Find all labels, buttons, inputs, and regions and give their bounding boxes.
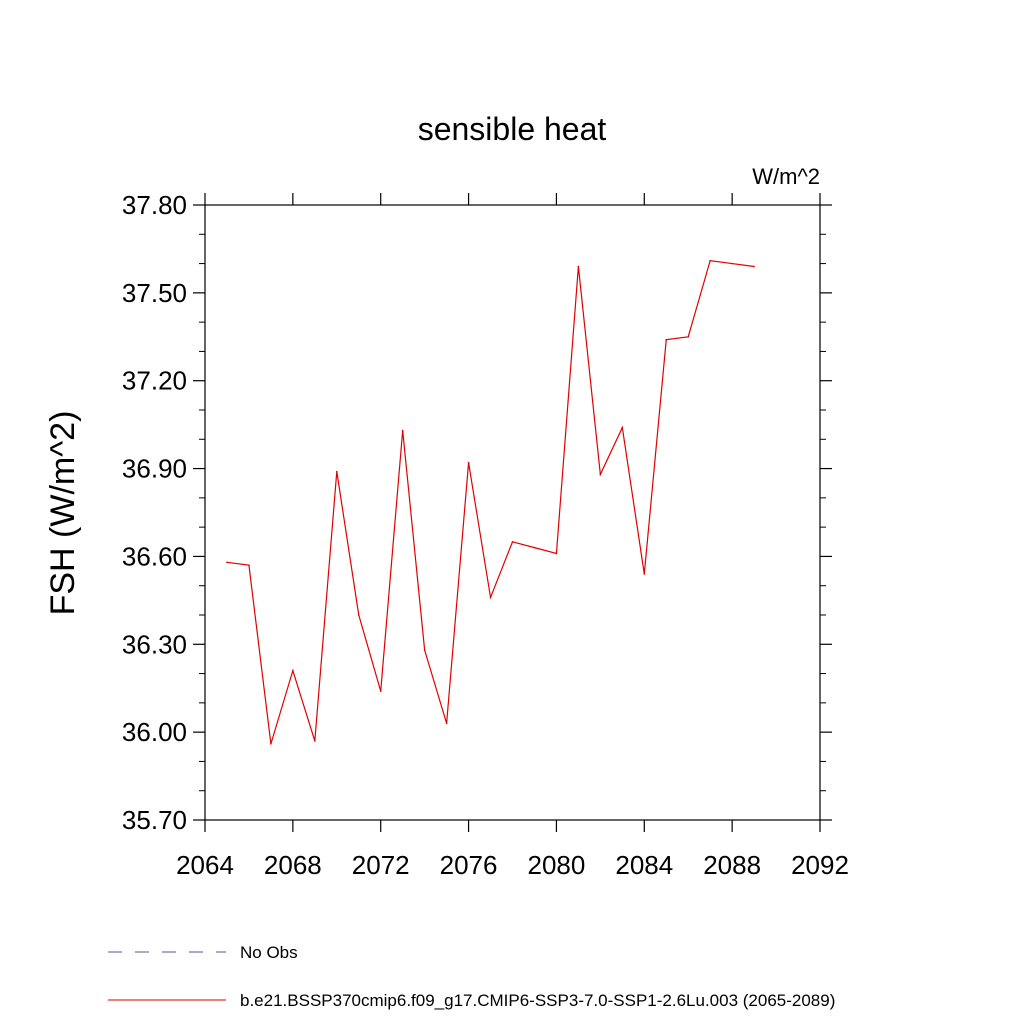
- data-point: [753, 265, 755, 268]
- data-point: [401, 429, 404, 432]
- chart-title: sensible heat: [418, 111, 607, 147]
- plot-frame: [204, 204, 821, 821]
- x-axis-ticks: 2064 2068 2072 2076 2080 2084 2088 2092: [176, 193, 849, 880]
- data-point: [379, 690, 382, 692]
- data-point: [270, 743, 272, 745]
- data-point: [335, 470, 338, 473]
- data-point: [709, 259, 711, 262]
- y-tick-label: 37.50: [122, 278, 187, 308]
- data-point: [687, 335, 690, 338]
- data-point: [292, 669, 294, 672]
- data-point: [489, 596, 492, 599]
- y-axis-label: FSH (W/m^2): [44, 411, 82, 616]
- legend-label: b.e21.BSSP370cmip6.f09_g17.CMIP6-SSP3-7.…: [240, 991, 835, 1010]
- y-tick-label: 36.60: [122, 541, 187, 571]
- y-tick-label: 36.30: [122, 629, 187, 659]
- data-point: [599, 473, 602, 476]
- units-label: W/m^2: [752, 164, 820, 189]
- x-tick-label: 2084: [615, 850, 673, 880]
- x-tick-label: 2088: [703, 850, 761, 880]
- x-tick-label: 2064: [176, 850, 234, 880]
- y-tick-label: 36.90: [122, 454, 187, 484]
- y-tick-label: 37.80: [122, 190, 187, 220]
- x-tick-label: 2080: [528, 850, 586, 880]
- data-point: [643, 573, 646, 575]
- data-point: [555, 552, 558, 555]
- data-point: [357, 614, 360, 616]
- data-point: [467, 461, 470, 464]
- y-axis-ticks: 35.70 36.00 36.30 36.60 36.90 37.20 37.50 37.80: [122, 190, 832, 835]
- x-tick-label: 2068: [264, 850, 322, 880]
- data-point: [248, 564, 250, 567]
- data-point: [445, 722, 448, 725]
- y-tick-label: 35.70: [122, 805, 187, 835]
- data-point: [226, 561, 228, 564]
- data-point: [577, 265, 580, 268]
- data-point: [533, 546, 536, 549]
- legend: No Obs b.e21.BSSP370cmip6.f09_g17.CMIP6-S…: [108, 943, 835, 1010]
- y-tick-label: 36.00: [122, 717, 187, 747]
- plot-border: [204, 204, 821, 821]
- x-tick-label: 2072: [352, 850, 410, 880]
- data-point: [665, 338, 668, 341]
- legend-label: No Obs: [240, 943, 298, 962]
- data-point: [511, 540, 514, 543]
- data-point: [621, 426, 624, 429]
- series-layer: [226, 259, 755, 745]
- y-tick-label: 37.20: [122, 366, 187, 396]
- x-tick-label: 2092: [791, 850, 849, 880]
- data-point: [314, 740, 316, 742]
- x-tick-label: 2076: [440, 850, 498, 880]
- data-point: [731, 262, 733, 265]
- data-point: [423, 649, 426, 651]
